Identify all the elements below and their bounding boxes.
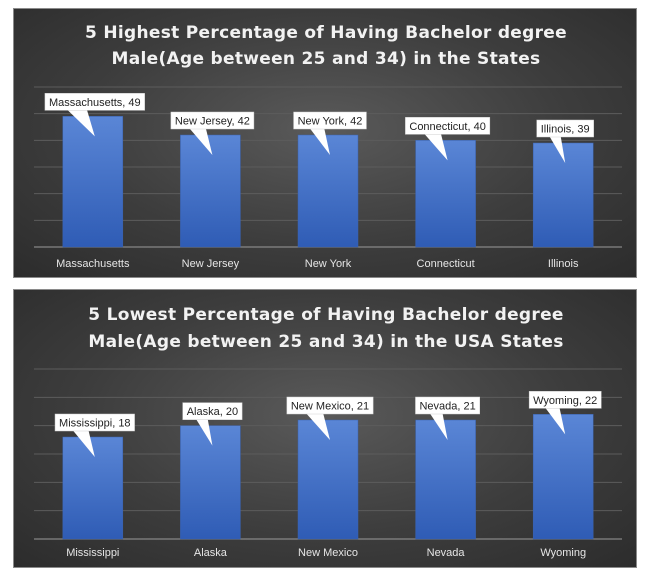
bar	[297, 419, 359, 540]
data-label: New Mexico, 21	[286, 396, 374, 440]
x-tick-label: New Jersey	[182, 258, 240, 270]
chart-title-line: 5 Lowest Percentage of Having Bachelor d…	[88, 305, 564, 325]
x-tick-label: Nevada	[427, 547, 466, 559]
bar	[180, 134, 241, 248]
bar	[62, 116, 124, 248]
chart-highest-svg: 5 Highest Percentage of Having Bachelor …	[34, 23, 622, 270]
x-tick-label: Connecticut	[417, 258, 475, 270]
chart-lowest-svg: 5 Lowest Percentage of Having Bachelor d…	[34, 305, 622, 559]
x-tick-label: Massachusetts	[56, 258, 130, 270]
chart-highest: 5 Highest Percentage of Having Bachelor …	[13, 8, 637, 278]
x-tick-label: New Mexico	[298, 547, 358, 559]
bar	[180, 425, 241, 540]
x-tick-label: Illinois	[548, 258, 579, 270]
data-label: New York, 42	[293, 111, 367, 155]
bar	[532, 142, 594, 248]
data-label: Alaska, 20	[182, 402, 243, 446]
data-label: Nevada, 21	[415, 396, 480, 440]
bar	[297, 134, 359, 248]
chart-title-line: Male(Age between 25 and 34) in the USA S…	[88, 332, 563, 352]
chart-title-line: Male(Age between 25 and 34) in the State…	[112, 49, 541, 69]
x-tick-label: Alaska	[194, 547, 228, 559]
bar	[532, 414, 594, 540]
chart-lowest: 5 Lowest Percentage of Having Bachelor d…	[13, 289, 637, 568]
svg-text:Nevada, 21: Nevada, 21	[419, 401, 475, 413]
data-label: Connecticut, 40	[405, 117, 491, 161]
data-label: Massachusetts, 49	[44, 93, 145, 137]
x-tick-label: Wyoming	[540, 547, 586, 559]
svg-text:New Jersey, 42: New Jersey, 42	[175, 116, 250, 128]
svg-text:New York, 42: New York, 42	[298, 116, 363, 128]
bar	[415, 419, 476, 540]
svg-text:Connecticut, 40: Connecticut, 40	[409, 121, 485, 133]
svg-text:Wyoming, 22: Wyoming, 22	[533, 395, 597, 407]
data-label: Mississippi, 18	[54, 413, 135, 457]
svg-text:Illinois, 39: Illinois, 39	[541, 124, 590, 136]
data-label: New Jersey, 42	[170, 111, 255, 155]
svg-text:New Mexico, 21: New Mexico, 21	[291, 401, 369, 413]
data-label: Illinois, 39	[536, 119, 594, 163]
data-label: Wyoming, 22	[528, 391, 602, 435]
svg-text:Massachusetts, 49: Massachusetts, 49	[49, 97, 141, 109]
svg-text:Alaska, 20: Alaska, 20	[187, 406, 238, 418]
x-tick-label: Mississippi	[66, 547, 119, 559]
chart-title-line: 5 Highest Percentage of Having Bachelor …	[85, 23, 567, 43]
svg-text:Mississippi, 18: Mississippi, 18	[59, 418, 131, 430]
bar	[415, 140, 476, 248]
x-tick-label: New York	[305, 258, 352, 270]
